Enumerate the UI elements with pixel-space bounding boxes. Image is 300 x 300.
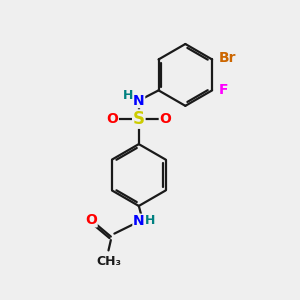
Text: O: O xyxy=(159,112,171,126)
Text: F: F xyxy=(219,83,228,98)
Text: O: O xyxy=(85,213,97,227)
Text: CH₃: CH₃ xyxy=(96,255,121,268)
Text: N: N xyxy=(133,214,145,228)
Text: N: N xyxy=(133,94,145,107)
Text: Br: Br xyxy=(219,51,236,65)
Text: H: H xyxy=(145,214,155,226)
Text: H: H xyxy=(122,89,133,102)
Text: O: O xyxy=(106,112,118,126)
Text: S: S xyxy=(133,110,145,128)
